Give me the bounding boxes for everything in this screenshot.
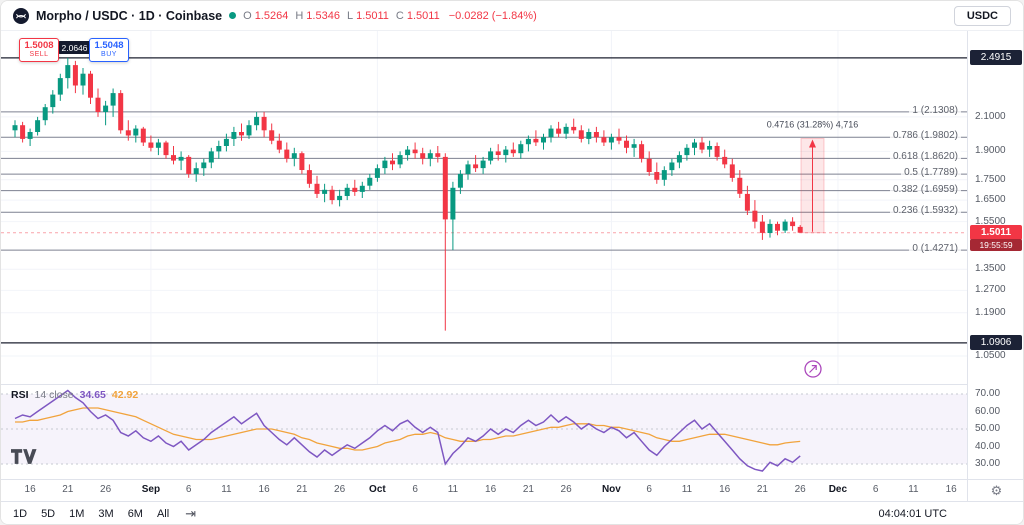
time-tick-label: 21 — [296, 484, 308, 495]
ohlc-c-value: 1.5011 — [406, 9, 440, 22]
buy-sell-widget: 1.5008 SELL 1.5048 BUY — [19, 38, 129, 62]
ohlc-h-label: H — [295, 9, 304, 22]
market-status-dot — [229, 12, 237, 19]
rsi-legend: RSI 14 close 34.65 42.92 — [11, 389, 138, 401]
ohlc-l-value: 1.5011 — [356, 9, 389, 22]
rsi-value: 34.65 — [79, 389, 106, 401]
axis-settings-icon[interactable]: ⚙ — [990, 483, 1003, 498]
buy-button[interactable]: 1.5048 BUY — [89, 38, 129, 62]
time-tick-label: 11 — [908, 484, 919, 495]
rsi-params: 14 close — [34, 389, 74, 401]
time-tick-label: 11 — [681, 484, 693, 495]
time-tick-label: 26 — [794, 484, 806, 495]
ohlc-readout: O 1.5264 H 1.5346 L 1.5011 C 1.5011 −0.0… — [243, 10, 541, 22]
bar-countdown-chip: 19:55:59 — [970, 238, 1022, 251]
range-buttons: 1D 5D 1M 3M 6M All — [13, 508, 183, 520]
ohlc-h-value: 1.5346 — [306, 9, 340, 22]
time-tick-label: 26 — [334, 484, 346, 495]
range-button-all[interactable]: All — [156, 508, 170, 520]
rsi-tick-label: 70.00 — [975, 388, 1001, 399]
time-tick-label: 21 — [756, 484, 768, 495]
event-marker-icon[interactable] — [804, 360, 822, 378]
ohlc-c-label: C — [395, 9, 404, 22]
rsi-title: RSI — [11, 389, 29, 401]
price-tick-label: 1.2700 — [975, 284, 1006, 296]
price-axis[interactable]: 2.1000 1.9000 1.7500 1.6500 1.5500 1.3500 1.27… — [967, 31, 1023, 479]
rsi-pane[interactable] — [1, 385, 967, 479]
time-tick-label: 16 — [485, 484, 497, 495]
range-button-1d[interactable]: 1D — [13, 508, 28, 520]
sell-price: 1.5008 — [24, 40, 54, 51]
tradingview-logo[interactable] — [11, 449, 37, 469]
time-tick-label: 21 — [522, 484, 534, 495]
time-tick-label: Dec — [828, 484, 848, 495]
sell-button[interactable]: 1.5008 SELL — [19, 38, 59, 62]
drawn-line-price-chip: 2.4915 — [970, 49, 1022, 65]
measurement-label: 0.4716 (31.28%) 4,716 — [767, 120, 859, 130]
rsi-tick-label: 40.00 — [975, 440, 1001, 452]
time-tick-label: Sep — [141, 484, 161, 495]
time-tick-label: 26 — [100, 484, 112, 495]
ohlc-o-label: O — [243, 9, 252, 22]
time-tick-label: 26 — [560, 484, 572, 495]
axis-corner: ⚙ — [967, 479, 1023, 501]
range-button-3m[interactable]: 3M — [98, 508, 114, 520]
sell-label: SELL — [29, 51, 49, 58]
price-tick-label: 1.6500 — [975, 194, 1006, 206]
ohlc-change: −0.0282 (−1.84%) — [448, 9, 537, 22]
bottom-toolbar: 1D 5D 1M 3M 6M All ⇥ 04:04:01 UTC — [1, 501, 1023, 524]
price-tick-label: 2.1000 — [975, 110, 1006, 122]
rsi-tick-label: 50.00 — [975, 423, 1001, 434]
rsi-tick-label: 60.00 — [975, 405, 1001, 417]
symbol-title[interactable]: Morpho / USDC · 1D · Coinbase — [36, 8, 223, 23]
buy-price: 1.5048 — [94, 40, 124, 51]
time-tick-label: 16 — [24, 484, 36, 495]
price-tick-label: 1.5500 — [975, 215, 1006, 227]
go-to-date-icon[interactable]: ⇥ — [185, 506, 197, 521]
chart-header: Morpho / USDC · 1D · Coinbase O 1.5264 H… — [1, 1, 1023, 31]
last-price-chip: 1.5011 — [970, 224, 1022, 240]
clock-utc: 04:04:01 UTC — [878, 508, 947, 520]
main-price-pane[interactable]: 0.4716 (31.28%) 4,716 — [1, 31, 967, 385]
price-tick-label: 1.1900 — [975, 306, 1006, 318]
ohlc-l-label: L — [346, 9, 354, 22]
rsi-ma-value: 42.92 — [111, 389, 139, 401]
pane-separator[interactable] — [1, 384, 1023, 385]
time-tick-label: 11 — [221, 484, 232, 495]
buy-label: BUY — [101, 51, 117, 58]
time-tick-label: 6 — [412, 484, 418, 495]
range-button-6m[interactable]: 6M — [127, 508, 143, 520]
ohlc-o-value: 1.5264 — [254, 9, 289, 22]
morpho-logo-icon — [13, 7, 29, 24]
price-tick-label: 1.7500 — [975, 173, 1006, 185]
range-button-1m[interactable]: 1M — [69, 508, 85, 520]
time-tick-label: 16 — [258, 484, 270, 495]
time-tick-label: 6 — [185, 484, 192, 495]
time-tick-label: Oct — [369, 484, 386, 495]
time-axis[interactable]: 16 21 26 Sep 6 11 16 21 26 Oct 6 11 16 21 26 Nov 6 11 16 21… — [1, 479, 967, 501]
time-tick-label: 16 — [945, 484, 957, 495]
time-tick-label: 6 — [646, 484, 652, 495]
time-tick-label: 6 — [872, 484, 879, 495]
time-tick-label: 21 — [62, 484, 74, 495]
time-tick-label: 16 — [719, 484, 731, 495]
range-button-5d[interactable]: 5D — [41, 508, 56, 520]
drawn-line-price-chip: 1.0906 — [970, 334, 1022, 350]
price-tick-label: 1.9000 — [975, 145, 1006, 157]
currency-toggle-button[interactable]: USDC — [953, 5, 1011, 26]
price-tick-label: 1.3500 — [975, 263, 1006, 275]
price-tick-label: 1.0500 — [975, 350, 1006, 361]
rsi-tick-label: 30.00 — [975, 458, 1001, 469]
time-tick-label: 11 — [447, 484, 459, 495]
price-label-chip: 2.0646 — [58, 41, 91, 54]
time-tick-label: Nov — [601, 484, 621, 495]
